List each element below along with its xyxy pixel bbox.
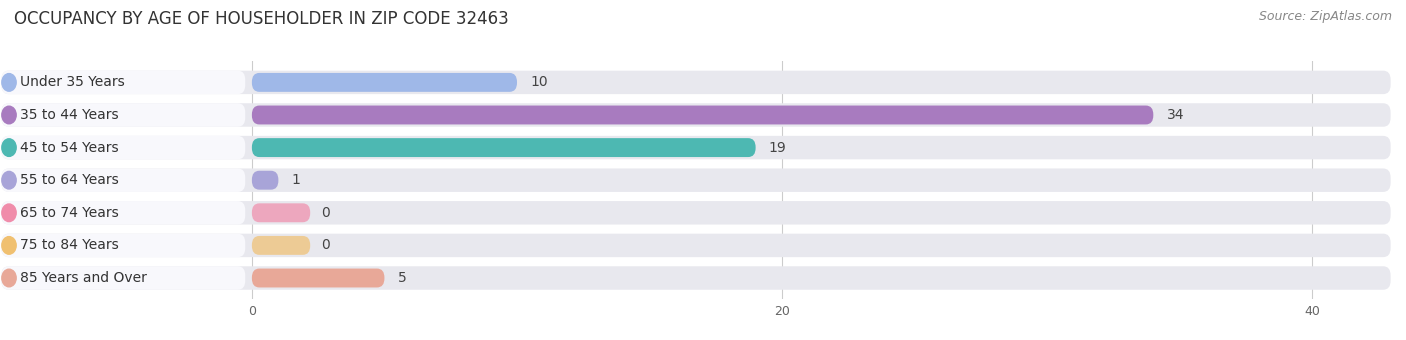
Circle shape xyxy=(1,73,17,91)
FancyBboxPatch shape xyxy=(1,266,1391,290)
FancyBboxPatch shape xyxy=(252,171,278,190)
Circle shape xyxy=(1,106,17,124)
Text: 35 to 44 Years: 35 to 44 Years xyxy=(20,108,118,122)
FancyBboxPatch shape xyxy=(252,203,311,222)
FancyBboxPatch shape xyxy=(1,71,245,94)
Text: 34: 34 xyxy=(1167,108,1184,122)
Text: OCCUPANCY BY AGE OF HOUSEHOLDER IN ZIP CODE 32463: OCCUPANCY BY AGE OF HOUSEHOLDER IN ZIP C… xyxy=(14,10,509,28)
FancyBboxPatch shape xyxy=(1,201,1391,224)
FancyBboxPatch shape xyxy=(1,201,245,224)
FancyBboxPatch shape xyxy=(1,234,1391,257)
FancyBboxPatch shape xyxy=(1,168,1391,192)
FancyBboxPatch shape xyxy=(1,103,245,127)
FancyBboxPatch shape xyxy=(1,234,245,257)
Circle shape xyxy=(1,139,17,156)
Text: 1: 1 xyxy=(291,173,301,187)
FancyBboxPatch shape xyxy=(252,138,755,157)
Text: 85 Years and Over: 85 Years and Over xyxy=(20,271,146,285)
Text: Source: ZipAtlas.com: Source: ZipAtlas.com xyxy=(1258,10,1392,23)
FancyBboxPatch shape xyxy=(1,136,1391,159)
Text: 0: 0 xyxy=(321,206,329,220)
Circle shape xyxy=(1,269,17,287)
Circle shape xyxy=(1,171,17,189)
FancyBboxPatch shape xyxy=(252,105,1153,124)
FancyBboxPatch shape xyxy=(1,136,245,159)
FancyBboxPatch shape xyxy=(1,168,245,192)
FancyBboxPatch shape xyxy=(1,266,245,290)
FancyBboxPatch shape xyxy=(1,103,1391,127)
FancyBboxPatch shape xyxy=(252,269,384,287)
Circle shape xyxy=(1,237,17,254)
Text: 5: 5 xyxy=(398,271,406,285)
FancyBboxPatch shape xyxy=(1,71,1391,94)
Text: 75 to 84 Years: 75 to 84 Years xyxy=(20,238,118,252)
Text: 45 to 54 Years: 45 to 54 Years xyxy=(20,141,118,155)
Text: 0: 0 xyxy=(321,238,329,252)
Text: 10: 10 xyxy=(530,75,548,89)
Circle shape xyxy=(1,204,17,222)
Text: 55 to 64 Years: 55 to 64 Years xyxy=(20,173,118,187)
FancyBboxPatch shape xyxy=(252,73,517,92)
FancyBboxPatch shape xyxy=(252,236,311,255)
Text: 65 to 74 Years: 65 to 74 Years xyxy=(20,206,118,220)
Text: 19: 19 xyxy=(769,141,786,155)
Text: Under 35 Years: Under 35 Years xyxy=(20,75,124,89)
